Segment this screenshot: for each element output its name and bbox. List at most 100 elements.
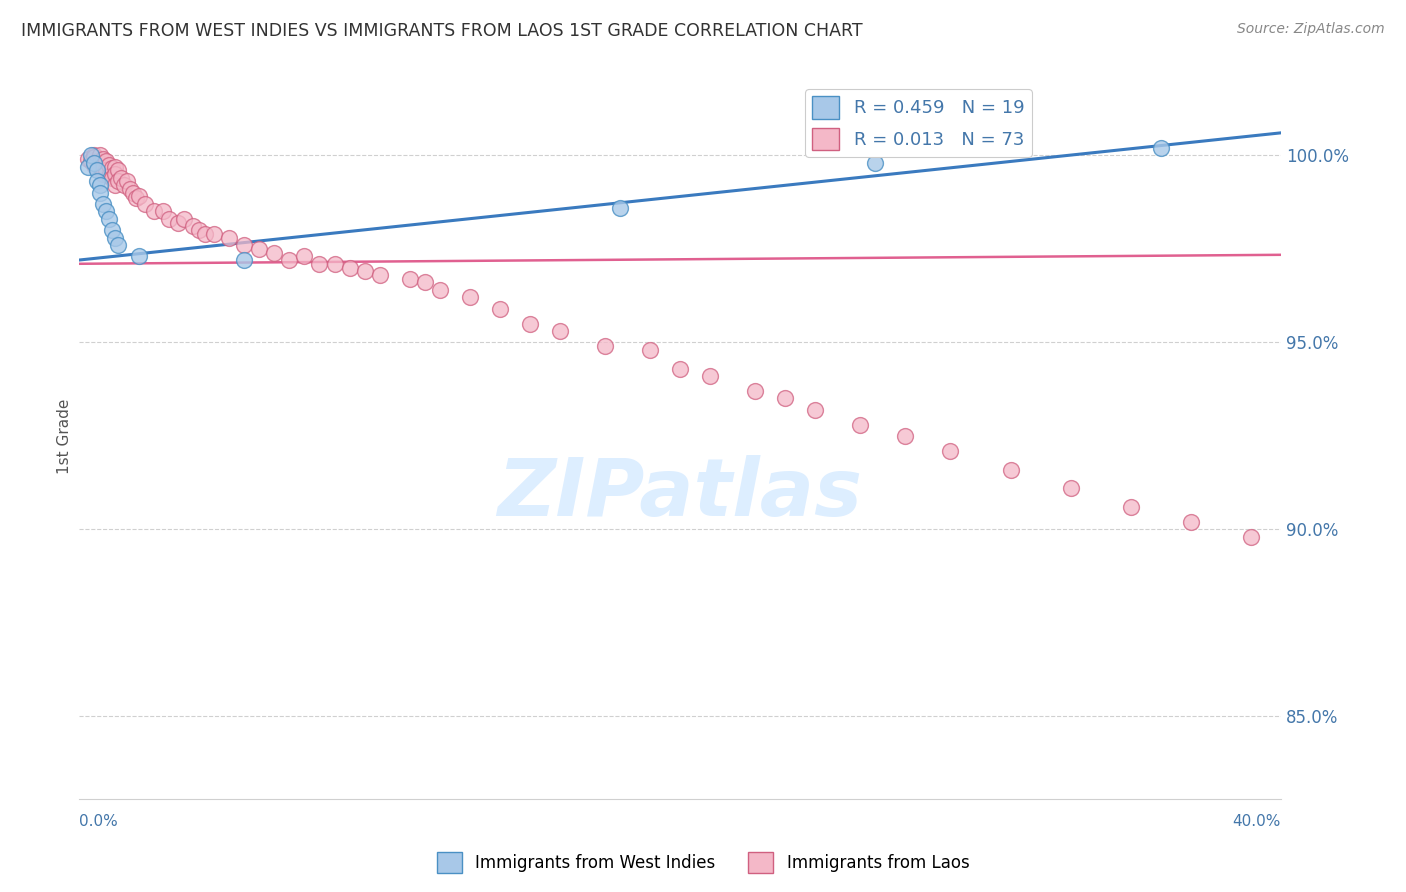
Point	[218, 230, 240, 244]
Point	[91, 197, 114, 211]
Point	[849, 417, 872, 432]
Point	[101, 223, 124, 237]
Text: Source: ZipAtlas.com: Source: ZipAtlas.com	[1237, 22, 1385, 37]
Point	[83, 155, 105, 169]
Point	[1000, 462, 1022, 476]
Text: 40.0%: 40.0%	[1233, 814, 1281, 829]
Point	[1119, 500, 1142, 514]
Point	[458, 290, 481, 304]
Point	[104, 230, 127, 244]
Point	[1240, 530, 1263, 544]
Text: ZIPatlas: ZIPatlas	[498, 455, 862, 533]
Point	[125, 191, 148, 205]
Point	[233, 253, 256, 268]
Point	[91, 152, 114, 166]
Point	[263, 245, 285, 260]
Point	[107, 238, 129, 252]
Point	[112, 178, 135, 193]
Point	[519, 317, 541, 331]
Point	[98, 158, 121, 172]
Point	[86, 153, 108, 168]
Point	[173, 211, 195, 226]
Point	[89, 155, 111, 169]
Point	[86, 160, 108, 174]
Legend: R = 0.459   N = 19, R = 0.013   N = 73: R = 0.459 N = 19, R = 0.013 N = 73	[806, 89, 1032, 157]
Point	[1180, 515, 1202, 529]
Point	[86, 163, 108, 178]
Point	[157, 211, 180, 226]
Point	[83, 148, 105, 162]
Point	[233, 238, 256, 252]
Point	[323, 257, 346, 271]
Point	[247, 242, 270, 256]
Point	[398, 271, 420, 285]
Point	[83, 158, 105, 172]
Point	[194, 227, 217, 241]
Point	[134, 197, 156, 211]
Point	[1150, 141, 1173, 155]
Y-axis label: 1st Grade: 1st Grade	[58, 398, 72, 474]
Point	[80, 148, 103, 162]
Point	[167, 216, 190, 230]
Point	[96, 153, 118, 168]
Point	[865, 155, 887, 169]
Point	[744, 384, 766, 398]
Point	[101, 161, 124, 176]
Point	[110, 170, 132, 185]
Point	[91, 167, 114, 181]
Point	[834, 133, 856, 147]
Point	[188, 223, 211, 237]
Text: 0.0%: 0.0%	[79, 814, 118, 829]
Point	[98, 169, 121, 183]
Point	[488, 301, 510, 316]
Point	[294, 249, 316, 263]
Point	[143, 204, 166, 219]
Point	[429, 283, 451, 297]
Point	[804, 402, 827, 417]
Point	[894, 429, 917, 443]
Point	[368, 268, 391, 282]
Point	[353, 264, 375, 278]
Point	[91, 161, 114, 176]
Point	[669, 361, 692, 376]
Point	[107, 163, 129, 178]
Point	[773, 392, 796, 406]
Point	[104, 178, 127, 193]
Point	[638, 343, 661, 357]
Point	[699, 369, 721, 384]
Text: IMMIGRANTS FROM WEST INDIES VS IMMIGRANTS FROM LAOS 1ST GRADE CORRELATION CHART: IMMIGRANTS FROM WEST INDIES VS IMMIGRANT…	[21, 22, 863, 40]
Point	[80, 153, 103, 168]
Point	[202, 227, 225, 241]
Point	[609, 201, 631, 215]
Point	[77, 152, 100, 166]
Point	[413, 276, 436, 290]
Point	[120, 182, 142, 196]
Point	[939, 443, 962, 458]
Point	[339, 260, 361, 275]
Point	[181, 219, 204, 234]
Point	[98, 211, 121, 226]
Point	[96, 163, 118, 178]
Point	[83, 150, 105, 164]
Point	[107, 174, 129, 188]
Point	[115, 174, 138, 188]
Point	[89, 178, 111, 193]
Point	[86, 174, 108, 188]
Point	[96, 204, 118, 219]
Point	[104, 167, 127, 181]
Point	[278, 253, 301, 268]
Legend: Immigrants from West Indies, Immigrants from Laos: Immigrants from West Indies, Immigrants …	[430, 846, 976, 880]
Point	[1059, 481, 1081, 495]
Point	[308, 257, 330, 271]
Point	[593, 339, 616, 353]
Point	[89, 186, 111, 200]
Point	[122, 186, 145, 200]
Point	[101, 170, 124, 185]
Point	[128, 249, 150, 263]
Point	[152, 204, 174, 219]
Point	[89, 148, 111, 162]
Point	[548, 324, 571, 338]
Point	[128, 189, 150, 203]
Point	[104, 160, 127, 174]
Point	[77, 160, 100, 174]
